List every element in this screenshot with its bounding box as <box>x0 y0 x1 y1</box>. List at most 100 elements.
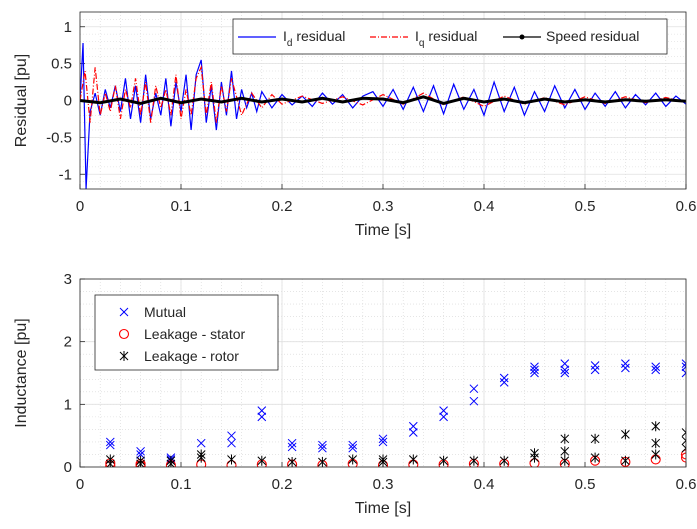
legend-residual: Id residual Iq residual Speed residual <box>232 18 668 55</box>
x-axis-label: Time [s] <box>355 222 411 239</box>
point-leakage-rotor <box>348 454 358 465</box>
legend-marker <box>119 351 129 361</box>
y-tick-label: 2 <box>64 334 72 351</box>
point-leakage-rotor <box>681 435 686 446</box>
point-mutual <box>348 443 358 453</box>
point-mutual <box>560 365 570 375</box>
point-mutual <box>227 431 236 441</box>
point-mutual <box>469 384 479 394</box>
point-mutual <box>530 365 539 375</box>
point-leakage-rotor <box>499 455 509 466</box>
point-mutual <box>227 438 236 448</box>
point-mutual <box>621 363 630 373</box>
point-leakage-rotor <box>439 455 448 466</box>
y-tick-label: 3 <box>64 271 72 288</box>
point-mutual <box>439 412 448 422</box>
point-mutual <box>136 450 145 459</box>
x-tick-label: 0 <box>76 476 84 493</box>
point-mutual <box>560 368 570 378</box>
axes-box <box>79 278 687 468</box>
point-mutual <box>681 362 686 372</box>
legend-label: Mutual <box>144 304 186 320</box>
x-tick-label: 0.2 <box>272 198 293 215</box>
legend-inductance: Mutual Leakage - stator Leakage - rotor <box>94 294 279 371</box>
y-tick-label: 0 <box>64 459 72 476</box>
point-mutual <box>590 361 600 370</box>
legend-label: Speed residual <box>546 28 639 44</box>
point-leakage-rotor <box>621 455 630 466</box>
point-mutual <box>651 362 661 372</box>
point-leakage-rotor <box>681 427 686 438</box>
point-mutual <box>499 378 509 387</box>
point-leakage-rotor <box>378 454 388 465</box>
y-tick-label: 0 <box>64 93 72 110</box>
point-mutual <box>530 368 539 378</box>
point-mutual <box>651 365 661 375</box>
x-tick-label: 0.6 <box>676 476 697 493</box>
point-mutual <box>105 440 115 450</box>
x-tick-label: 0.1 <box>171 476 192 493</box>
point-mutual <box>105 437 115 447</box>
x-tick-label: 0.4 <box>474 476 495 493</box>
point-mutual <box>287 438 297 448</box>
point-leakage-rotor <box>560 446 570 457</box>
point-leakage-rotor <box>560 433 570 444</box>
point-leakage-rotor <box>469 455 479 466</box>
point-mutual <box>257 406 267 415</box>
point-leakage-rotor <box>560 455 570 466</box>
x-tick-label: 0.4 <box>474 198 495 215</box>
point-mutual <box>318 443 327 453</box>
point-leakage-rotor <box>318 456 327 467</box>
x-tick-label: 0 <box>76 198 84 215</box>
x-tick-label: 0.6 <box>676 198 697 215</box>
point-leakage-rotor <box>287 456 297 467</box>
point-mutual <box>469 396 479 406</box>
point-mutual <box>408 428 418 437</box>
legend-label: Iq residual <box>415 28 477 49</box>
y-tick-label: 1 <box>64 396 72 413</box>
point-mutual <box>530 362 539 372</box>
legend-marker <box>119 307 129 317</box>
x-axis-label: Time [s] <box>355 500 411 517</box>
x-tick-label: 0.2 <box>272 476 293 493</box>
axes-box <box>79 11 687 190</box>
point-mutual <box>681 368 686 378</box>
point-leakage-rotor <box>651 421 661 432</box>
point-mutual <box>408 421 418 431</box>
point-mutual <box>621 359 630 368</box>
point-mutual <box>681 359 686 368</box>
point-leakage-rotor <box>196 449 206 460</box>
legend-label: Leakage - stator <box>144 326 246 342</box>
point-leakage-rotor <box>257 455 267 466</box>
x-tick-label: 0.5 <box>575 476 596 493</box>
point-leakage-rotor <box>651 438 661 449</box>
point-leakage-rotor <box>166 455 176 466</box>
x-tick-label: 0.3 <box>373 476 394 493</box>
point-leakage-rotor <box>621 429 630 440</box>
point-mutual <box>348 440 358 450</box>
point-mutual <box>196 438 206 448</box>
residual-panel: 0 0.1 0.2 0.3 0.4 0.5 0.6 -1 -0.5 0 0.5 1 Time [s] Re… <box>13 11 697 239</box>
legend-box <box>232 18 668 55</box>
point-leakage-rotor <box>136 455 145 466</box>
x-tick-label: 0.3 <box>373 198 394 215</box>
data-layer <box>80 42 686 189</box>
point-leakage-rotor <box>408 454 418 465</box>
point-mutual <box>378 437 388 447</box>
legend-marker <box>519 34 525 40</box>
y-tick-label: 1 <box>64 19 72 36</box>
point-leakage-stator <box>680 449 686 460</box>
legend-label: Leakage - rotor <box>144 348 239 364</box>
point-mutual <box>378 434 388 444</box>
point-leakage-rotor <box>530 448 539 459</box>
point-mutual <box>590 365 600 375</box>
y-tick-label: -0.5 <box>46 129 72 146</box>
y-axis-label: Residual [pu] <box>13 54 30 147</box>
point-mutual <box>560 359 570 368</box>
point-leakage-rotor <box>590 452 600 463</box>
point-mutual <box>136 446 145 456</box>
point-mutual <box>499 373 509 383</box>
legend-label: Id residual <box>283 28 345 49</box>
point-leakage-rotor <box>651 449 661 460</box>
